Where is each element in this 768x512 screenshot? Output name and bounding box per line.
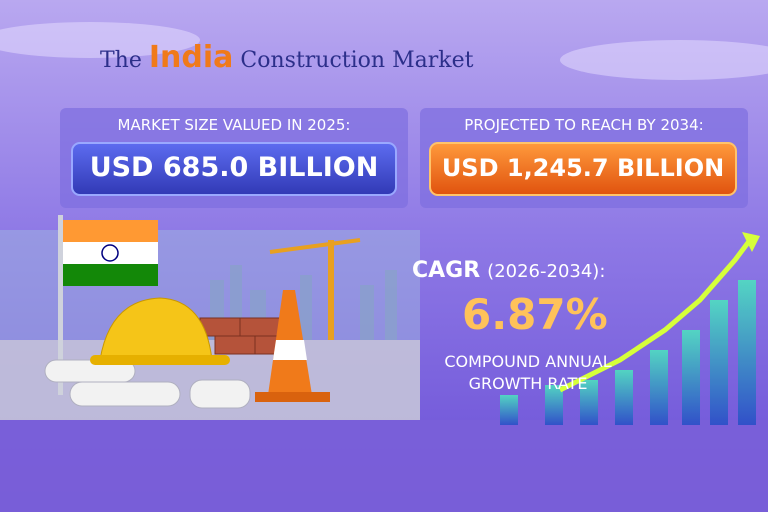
stat-label: PROJECTED TO REACH BY 2034:	[464, 116, 704, 134]
title-prefix: The	[100, 48, 142, 73]
cagr-heading: CAGR (2026-2034):	[412, 258, 605, 283]
stat-label: MARKET SIZE VALUED IN 2025:	[117, 116, 351, 134]
title-suffix: Construction Market	[240, 48, 474, 73]
cagr-caption: GROWTH RATE	[468, 374, 588, 393]
cagr-label: CAGR	[412, 258, 481, 283]
cagr-value: 6.87%	[462, 290, 608, 339]
title-highlight: India	[148, 40, 234, 75]
stat-value: USD 1,245.7 BILLION	[441, 154, 725, 182]
stat-value: USD 685.0 BILLION	[89, 152, 379, 183]
cagr-period: (2026-2034):	[487, 261, 606, 282]
title: The India Construction Market	[100, 40, 473, 75]
cagr-caption: COMPOUND ANNUAL	[444, 352, 612, 371]
